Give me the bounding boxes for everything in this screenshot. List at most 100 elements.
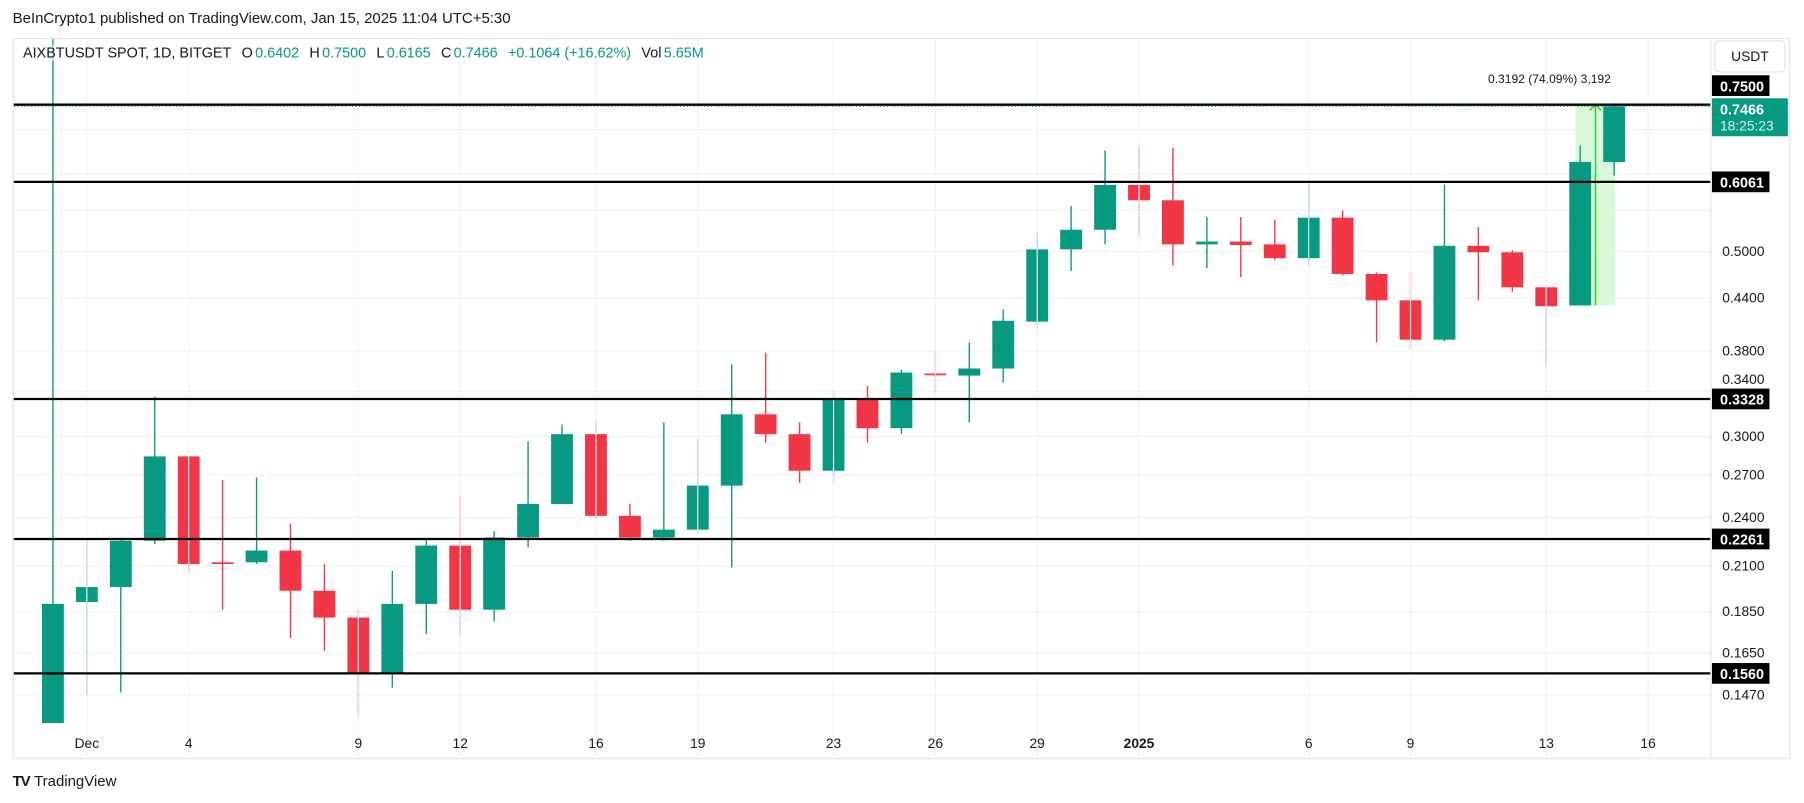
candle-2024-12-02 xyxy=(109,539,132,693)
candle-2025-01-03 xyxy=(1195,217,1218,268)
x-tick-label: 23 xyxy=(826,736,842,751)
y-tick-label: 0.3000 xyxy=(1722,429,1765,444)
candle-2024-12-15 xyxy=(551,424,573,505)
candle-2024-12-14 xyxy=(517,441,540,548)
candle-body xyxy=(517,504,540,538)
tradingview-brand: TradingView xyxy=(34,771,117,790)
close-value: 0.7466 xyxy=(453,44,498,61)
candle-body xyxy=(1229,241,1252,246)
level-price-badge xyxy=(1711,75,1770,96)
level-price-badge xyxy=(1711,663,1770,684)
tradingview-logo-icon: TV xyxy=(12,771,31,790)
bar-countdown-label: 18:25:23 xyxy=(1720,119,1774,134)
level-price-label: 0.3328 xyxy=(1720,393,1764,409)
candle-2024-12-03 xyxy=(143,396,166,544)
candle-body xyxy=(143,456,166,541)
candle-body xyxy=(381,603,404,674)
candle-2024-12-30 xyxy=(1060,206,1083,271)
candle-2024-12-13 xyxy=(483,531,506,622)
candle-2024-12-11 xyxy=(415,539,438,634)
y-tick-label: 0.2100 xyxy=(1722,558,1765,573)
candle-2024-12-20 xyxy=(720,364,743,568)
candle-2025-01-02 xyxy=(1162,147,1184,266)
candle-body xyxy=(720,414,743,486)
candle-body xyxy=(1195,241,1218,245)
x-tick-label: 16 xyxy=(1640,736,1656,751)
candle-2025-01-07 xyxy=(1331,210,1354,276)
candle-2024-12-05 xyxy=(211,480,234,610)
candle-body xyxy=(1603,106,1626,163)
candle-body xyxy=(958,368,981,376)
candle-body xyxy=(1433,245,1456,340)
high-value: 0.7500 xyxy=(322,44,367,61)
x-tick-label: 6 xyxy=(1305,736,1313,751)
open-value: 0.6402 xyxy=(255,44,300,61)
y-tick-label: 0.3800 xyxy=(1722,344,1765,359)
candle-body xyxy=(652,529,675,538)
symbol-legend: AIXBTUSDT SPOT, 1D, BITGET O 0.6402 H 0.75… xyxy=(23,44,706,61)
candle-2024-12-27 xyxy=(958,342,981,423)
level-price-label: 0.7500 xyxy=(1720,79,1764,95)
candle-body xyxy=(313,590,336,618)
candle-body xyxy=(1331,217,1354,274)
level-price-label: 0.6061 xyxy=(1720,176,1764,192)
candle-body xyxy=(890,372,913,429)
symbol-name[interactable]: AIXBTUSDT SPOT, 1D, BITGET xyxy=(23,44,232,61)
y-tick-label: 0.3400 xyxy=(1722,372,1765,387)
measure-label: 0.3192 (74.09%) 3,192 xyxy=(1488,72,1611,86)
x-tick-label: 9 xyxy=(355,736,363,751)
candle-body xyxy=(618,515,641,538)
candle-body xyxy=(1263,244,1286,259)
y-tick-label: 0.4400 xyxy=(1722,290,1765,305)
candle-body xyxy=(245,550,268,563)
y-tick-label: 0.1470 xyxy=(1722,688,1765,703)
high-label: H xyxy=(309,44,320,61)
candle-2025-01-14 xyxy=(1569,145,1592,306)
candle-2025-01-05 xyxy=(1263,219,1286,261)
plot-area xyxy=(13,39,1711,724)
candle-2024-12-10 xyxy=(381,570,404,688)
level-price-badge xyxy=(1711,528,1770,550)
candle-2024-12-21 xyxy=(754,352,777,443)
candle-body xyxy=(483,537,506,610)
candle-body xyxy=(41,603,64,724)
x-tick-label: 16 xyxy=(588,736,604,751)
candle-body xyxy=(109,540,132,588)
close-label: C xyxy=(440,44,452,61)
level-price-label: 0.2261 xyxy=(1720,533,1764,549)
last-price-label: 0.7466 xyxy=(1720,102,1764,118)
candle-2025-01-11 xyxy=(1467,227,1490,301)
candle-2025-01-08 xyxy=(1365,272,1388,343)
y-tick-label: 0.2700 xyxy=(1722,467,1765,482)
candle-2025-01-15 xyxy=(1603,104,1626,176)
change-value: +0.1064 (+16.62%) xyxy=(507,44,632,61)
x-tick-label: 12 xyxy=(453,736,468,751)
x-tick-label: Dec xyxy=(75,736,100,751)
candle-body xyxy=(1467,245,1490,253)
candle-2024-12-24 xyxy=(856,385,879,443)
candle-2025-01-12 xyxy=(1501,250,1524,293)
candle-body xyxy=(1060,229,1083,250)
candle-2025-01-04 xyxy=(1229,217,1252,278)
currency-button[interactable]: USDT xyxy=(1714,40,1786,73)
candle-2024-12-08 xyxy=(313,564,336,651)
level-price-badge xyxy=(1711,171,1770,193)
candle-2025-01-10 xyxy=(1433,184,1456,342)
x-tick-label: 19 xyxy=(690,736,706,751)
candle-2024-12-25 xyxy=(890,369,913,435)
candle-body xyxy=(754,414,777,435)
candle-2024-12-06 xyxy=(245,477,268,565)
candle-2024-12-31 xyxy=(1094,150,1116,245)
candle-body xyxy=(1501,252,1524,288)
tradingview-footer: TV TradingView xyxy=(13,772,117,789)
x-tick-label: 29 xyxy=(1029,736,1045,751)
candle-2024-11-30 xyxy=(41,39,64,724)
candle-body xyxy=(415,545,438,604)
candle-body xyxy=(279,550,302,591)
x-tick-label: 4 xyxy=(185,736,193,751)
candle-body xyxy=(1569,162,1592,306)
y-tick-label: 0.5000 xyxy=(1722,244,1765,259)
level-price-label: 0.1560 xyxy=(1720,667,1764,683)
